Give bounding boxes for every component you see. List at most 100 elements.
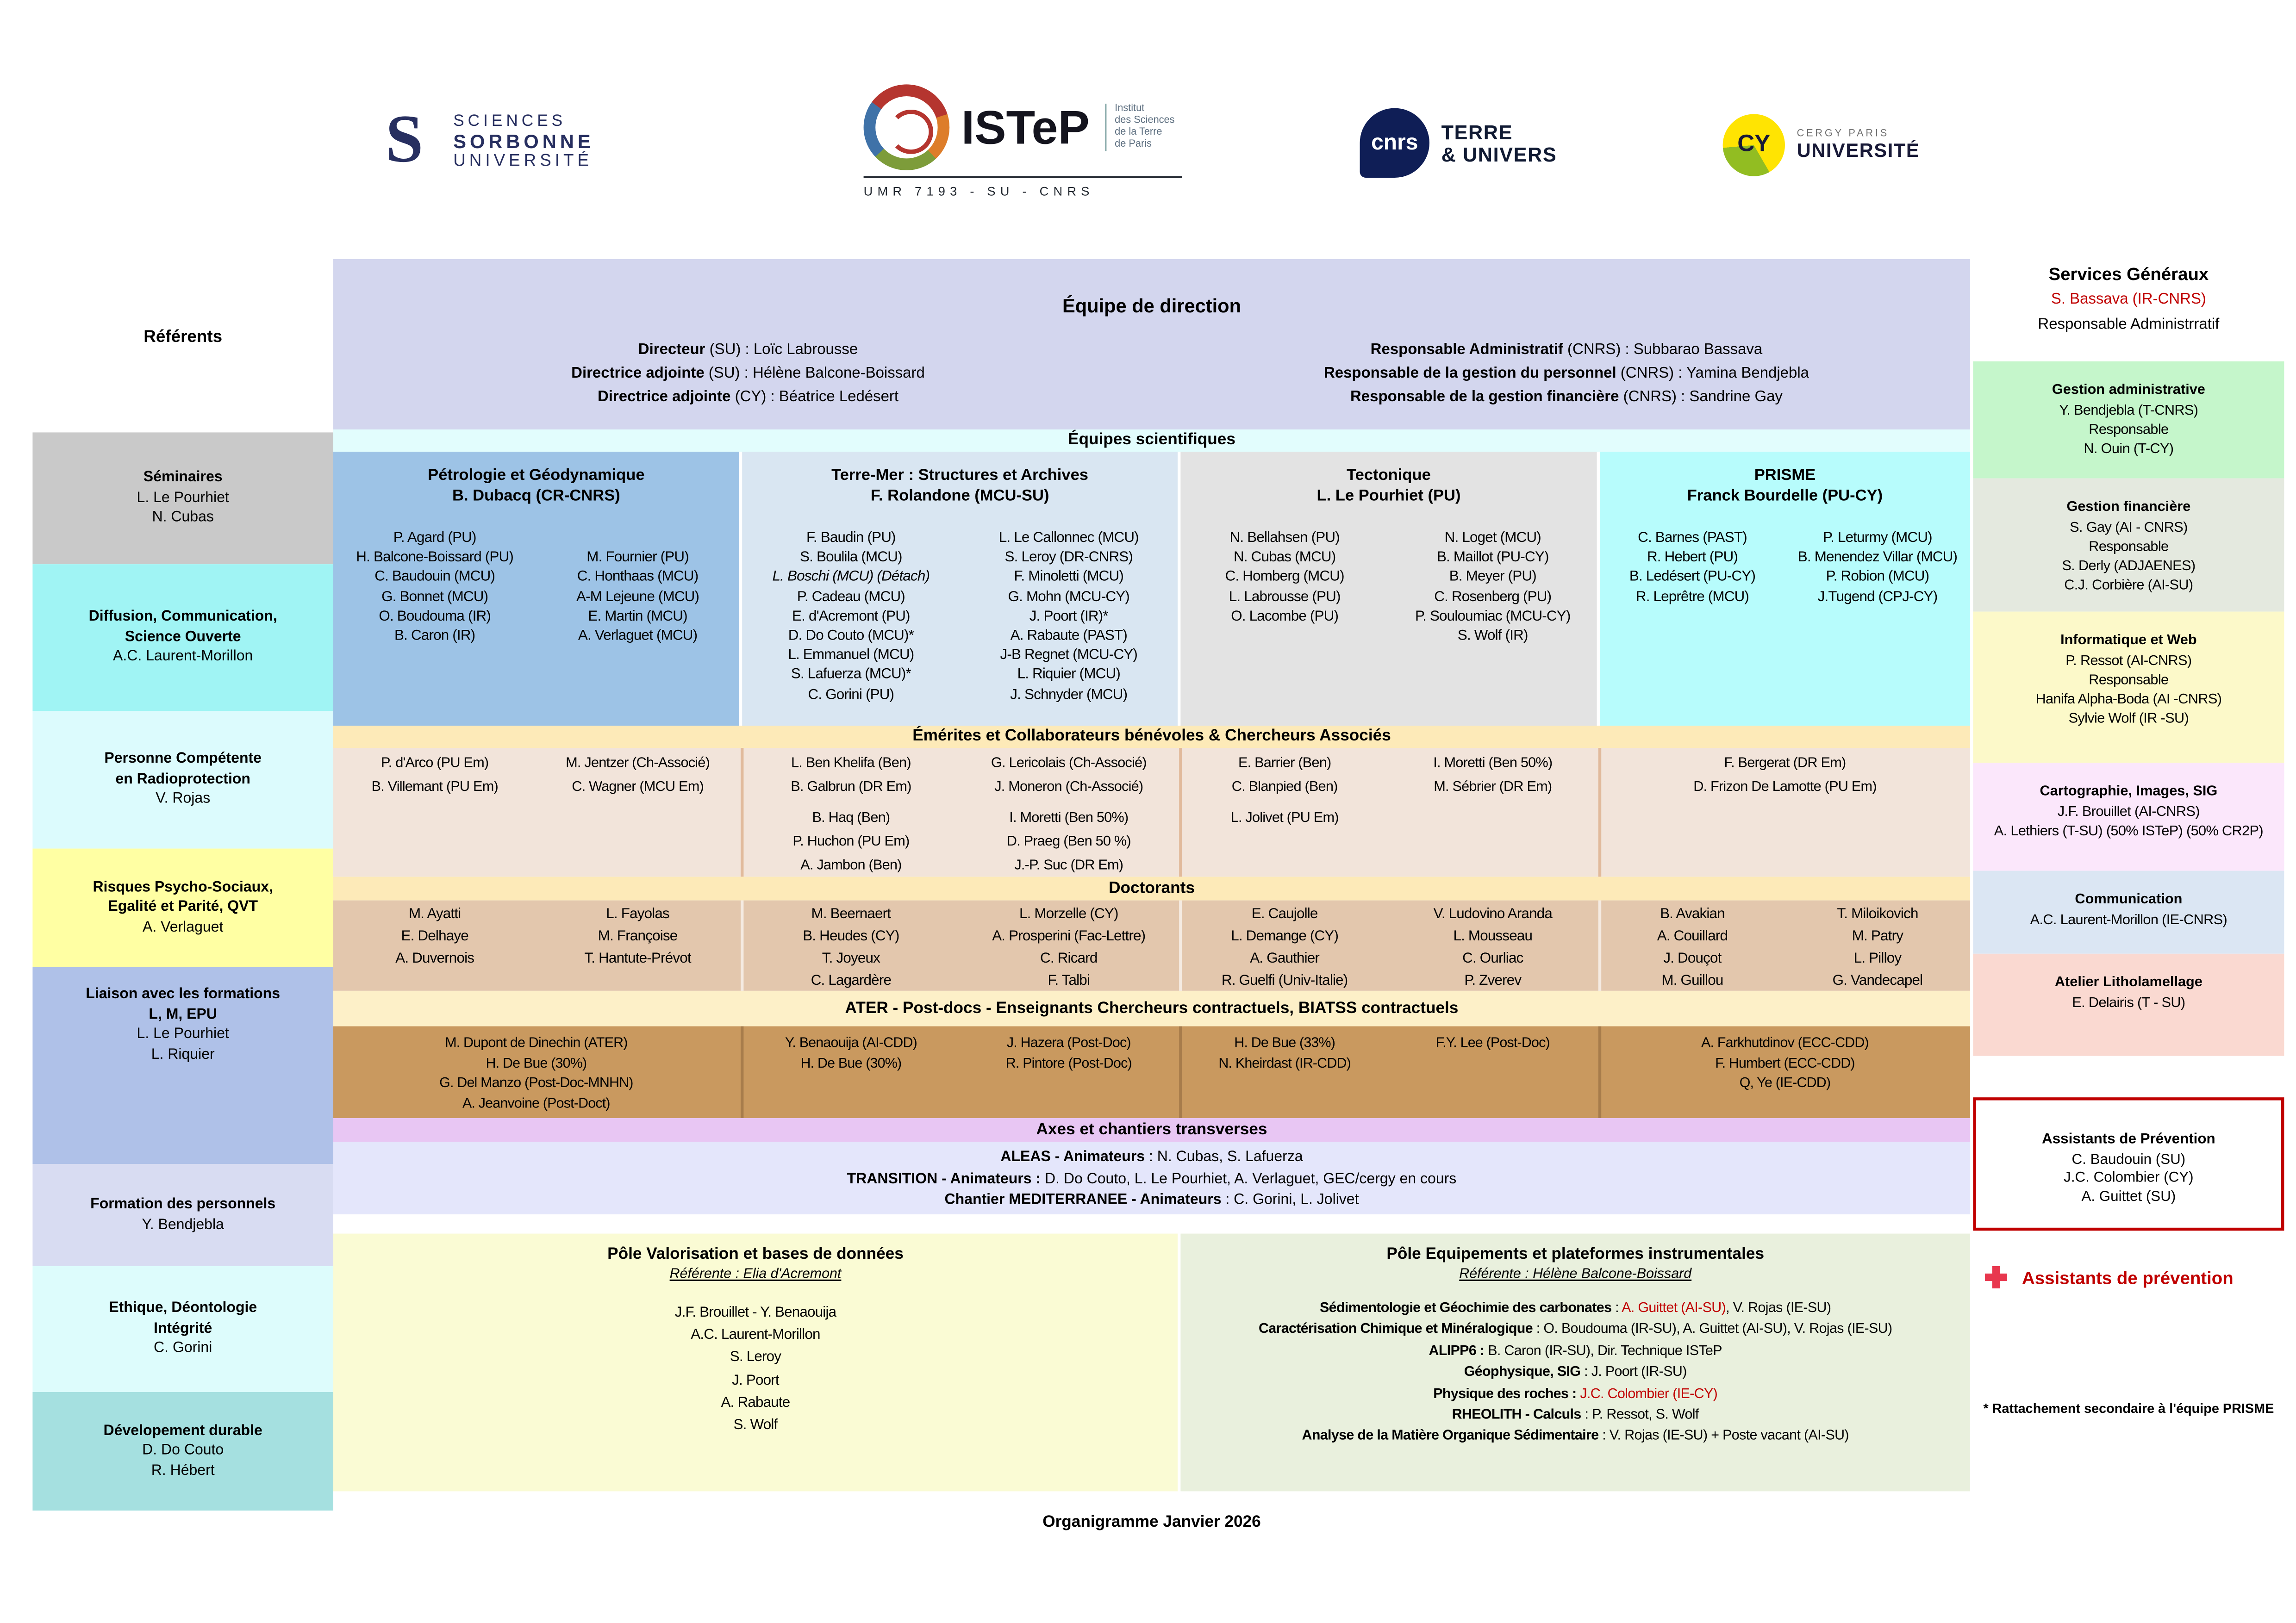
member-name: D. Praeg (Ben 50 %)	[1006, 833, 1131, 850]
team-title-line: Pétrologie et Géodynamique	[428, 466, 645, 485]
member-name: J. Douçot	[1663, 951, 1722, 967]
column-separator	[741, 1026, 743, 1118]
service-person: Responsable	[2089, 672, 2169, 689]
direction-line: Responsable de la gestion financière (CN…	[1163, 386, 1970, 410]
member-name: C. Lagardère	[811, 973, 892, 989]
member-name: A. Jeanvoine (Post-Doct)	[462, 1095, 611, 1112]
direction-line: Directeur (SU) : Loïc Labrousse	[333, 339, 1163, 363]
doctorants-column: M. Ayatti E. Delhaye A. Duvernois L. Fayola…	[333, 901, 739, 991]
referent-title-line: Egalité et Parité, QVT	[108, 899, 258, 916]
platform-label: Physique des roches :	[1433, 1386, 1577, 1402]
member-name: B. Caron (IR)	[394, 628, 475, 645]
team-member-column: F. Baudin (PU) S. Boulila (MCU) L. Boschi …	[742, 529, 960, 704]
emerites-subcols: E. Barrier (Ben) C. Blanpied (Ben) L. Joli…	[1180, 752, 1597, 877]
member-name: G. Lericolais (Ch-Associé)	[991, 755, 1147, 772]
axes-label: Chantier MEDITERRANEE - Animateurs	[944, 1192, 1222, 1209]
cy-line-cergy: CERGY PARIS	[1797, 129, 1890, 139]
member-name: D. Frizon De Lamotte (PU Em)	[1693, 779, 1877, 796]
member-name: E. d'Acremont (PU)	[792, 608, 910, 625]
prevention-legend: Assistants de prévention	[1985, 1266, 2234, 1288]
doctorants-column: M. Beernaert B. Heudes (CY) T. Joyeux C. La…	[742, 901, 1178, 991]
services-stack: Gestion administrative Y. Bendjebla (T-CN…	[1973, 361, 2284, 1056]
direction-right-block: Responsable Administratif (CNRS) : Subba…	[1163, 339, 1970, 410]
axes-area: ALEAS - Animateurs : N. Cubas, S. Lafuer…	[333, 1142, 1970, 1214]
member-name: G. Bonnet (MCU)	[381, 589, 488, 605]
istep-subtitle: Institut des Sciences de la Terre de Par…	[1104, 104, 1175, 151]
member-name: C. Gorini (PU)	[808, 686, 894, 703]
ater-center-col: A. Farkhutdinov (ECC-CDD) F. Humbert (ECC…	[1600, 1034, 1970, 1094]
member-name: R. Hebert (PU)	[1647, 549, 1738, 566]
equipes-scientifiques-band: Équipes scientifiques	[333, 429, 1970, 452]
service-person: A.C. Laurent-Morillon (IE-CNRS)	[2030, 912, 2227, 929]
cnrs-badge-icon: cnrs	[1360, 108, 1429, 178]
team-member-column: M. Fournier (PU) C. Honthaas (MCU) A-M Lej…	[536, 529, 739, 646]
team-title: Pétrologie et Géodynamique B. Dubacq (CR-…	[333, 466, 739, 506]
member-name: P. d'Arco (PU Em)	[381, 755, 489, 772]
axes-label: TRANSITION - Animateurs :	[847, 1170, 1041, 1187]
team-box: Terre-Mer : Structures et Archives F. Rol…	[742, 452, 1178, 726]
referent-box-title: Liaison avec les formations L, M, EPU	[32, 985, 333, 1025]
team-member-column: P. Leturmy (MCU) B. Menendez Villar (MCU)…	[1785, 529, 1970, 607]
platform-label: ALIPP6 :	[1429, 1343, 1485, 1359]
referent-title-line: Personne Compétente	[104, 751, 262, 768]
referent-name: L. Le Pourhiet	[137, 490, 229, 506]
team-member-column: P. Agard (PU) H. Balcone-Boissard (PU) C. …	[333, 529, 536, 646]
prisme-footnote: * Rattachement secondaire à l'équipe PRI…	[1983, 1401, 2274, 1416]
member-name: C. Rosenberg (PU)	[1434, 589, 1552, 605]
axes-line: Chantier MEDITERRANEE - Animateurs : C. …	[333, 1191, 1970, 1212]
service-box: Informatique et Web P. Ressot (AI-CNRS) Re…	[1973, 611, 2284, 763]
member-name: J. Schnyder (MCU)	[1010, 686, 1128, 703]
member-name: J. Hazera (Post-Doc)	[1006, 1035, 1131, 1051]
member-name: O. Lacombe (PU)	[1231, 608, 1339, 625]
doctorants-column: B. Avakian A. Couillard J. Douçot M. Guillo…	[1600, 901, 1970, 991]
member-name: T. Miloikovich	[1837, 906, 1918, 923]
referent-box-title: Ethique, Déontologie Intégrité	[32, 1299, 333, 1339]
sorbonne-line-universite: UNIVERSITÉ	[453, 152, 593, 170]
member-name: A. Jambon (Ben)	[800, 857, 902, 874]
pole-equipements-line: Analyse de la Matière Organique Sédiment…	[1180, 1427, 1970, 1448]
member-name: G. Del Manzo (Post-Doc-MNHN)	[439, 1075, 633, 1092]
team-title-line: F. Rolandone (MCU-SU)	[870, 486, 1049, 504]
service-box: Cartographie, Images, SIG J.F. Brouillet …	[1973, 763, 2284, 871]
member-name: C. Baudouin (MCU)	[374, 569, 495, 586]
referent-name: A.C. Laurent-Morillon	[113, 649, 253, 665]
direction-line: Responsable de la gestion du personnel (…	[1163, 363, 1970, 386]
member-name: F. Talbi	[1048, 973, 1090, 989]
pole-equipements-line: Sédimentologie et Géochimie des carbonat…	[1180, 1299, 1970, 1320]
service-person: J.F. Brouillet (AI-CNRS)	[2057, 804, 2200, 821]
istep-logo: ISTeP Institut des Sciences de la Terre …	[863, 84, 1182, 199]
istep-umr-label: UMR 7193 - SU - CNRS	[863, 176, 1182, 199]
member-name: L. Mousseau	[1453, 928, 1533, 945]
referent-title-line: Séminaires	[143, 470, 223, 486]
direction-role-label: Responsable Administratif	[1370, 342, 1563, 359]
istep-sub-line: de la Terre	[1115, 127, 1162, 138]
pole-valorisation-referente: Référente : Elia d'Acremont	[669, 1266, 842, 1283]
service-box: Gestion administrative Y. Bendjebla (T-CN…	[1973, 361, 2284, 479]
team-title-line: L. Le Pourhiet (PU)	[1316, 486, 1461, 504]
doctorants-subcol: B. Avakian A. Couillard J. Douçot M. Guillo…	[1600, 903, 1785, 991]
service-person: Y. Bendjebla (T-CNRS)	[2059, 403, 2198, 419]
member-name: A.C. Laurent-Morillon	[691, 1327, 820, 1344]
member-name: P. Huchon (PU Em)	[792, 833, 910, 850]
member-name: C. Blanpied (Ben)	[1231, 779, 1338, 796]
doctorants-subcol: T. Miloikovich M. Patry L. Pilloy G. Vandec…	[1785, 903, 1970, 991]
istep-sub-line: Institut	[1115, 104, 1145, 114]
member-name: A. Verlaguet (MCU)	[578, 628, 698, 645]
footer-caption: Organigramme Janvier 2026	[1042, 1513, 1261, 1531]
team-member-column: N. Loget (MCU) B. Maillot (PU-CY) B. Meyer…	[1389, 529, 1597, 646]
platform-label: Géophysique, SIG	[1464, 1364, 1581, 1381]
referent-title-line: Diffusion, Communication,	[88, 609, 277, 626]
column-separator	[741, 748, 743, 877]
member-name: R. Pintore (Post-Doc)	[1005, 1055, 1132, 1072]
pole-equipements-line: Caractérisation Chimique et Minéralogiqu…	[1180, 1320, 1970, 1342]
referent-box: Diffusion, Communication, Science Ouverte…	[32, 564, 333, 711]
column-separator	[1179, 1026, 1181, 1118]
cy-logo-text: CERGY PARIS UNIVERSITÉ	[1797, 129, 1920, 161]
column-separator	[741, 900, 743, 991]
istep-sub-line: de Paris	[1115, 139, 1152, 150]
member-name: F. Minoletti (MCU)	[1014, 569, 1124, 586]
member-name: C. Wagner (MCU Em)	[572, 779, 704, 796]
axes-animateurs: : C. Gorini, L. Jolivet	[1221, 1192, 1359, 1209]
member-name: A. Prosperini (Fac-Lettre)	[992, 928, 1146, 945]
service-box: Gestion financière S. Gay (AI - CNRS) Resp…	[1973, 478, 2284, 612]
